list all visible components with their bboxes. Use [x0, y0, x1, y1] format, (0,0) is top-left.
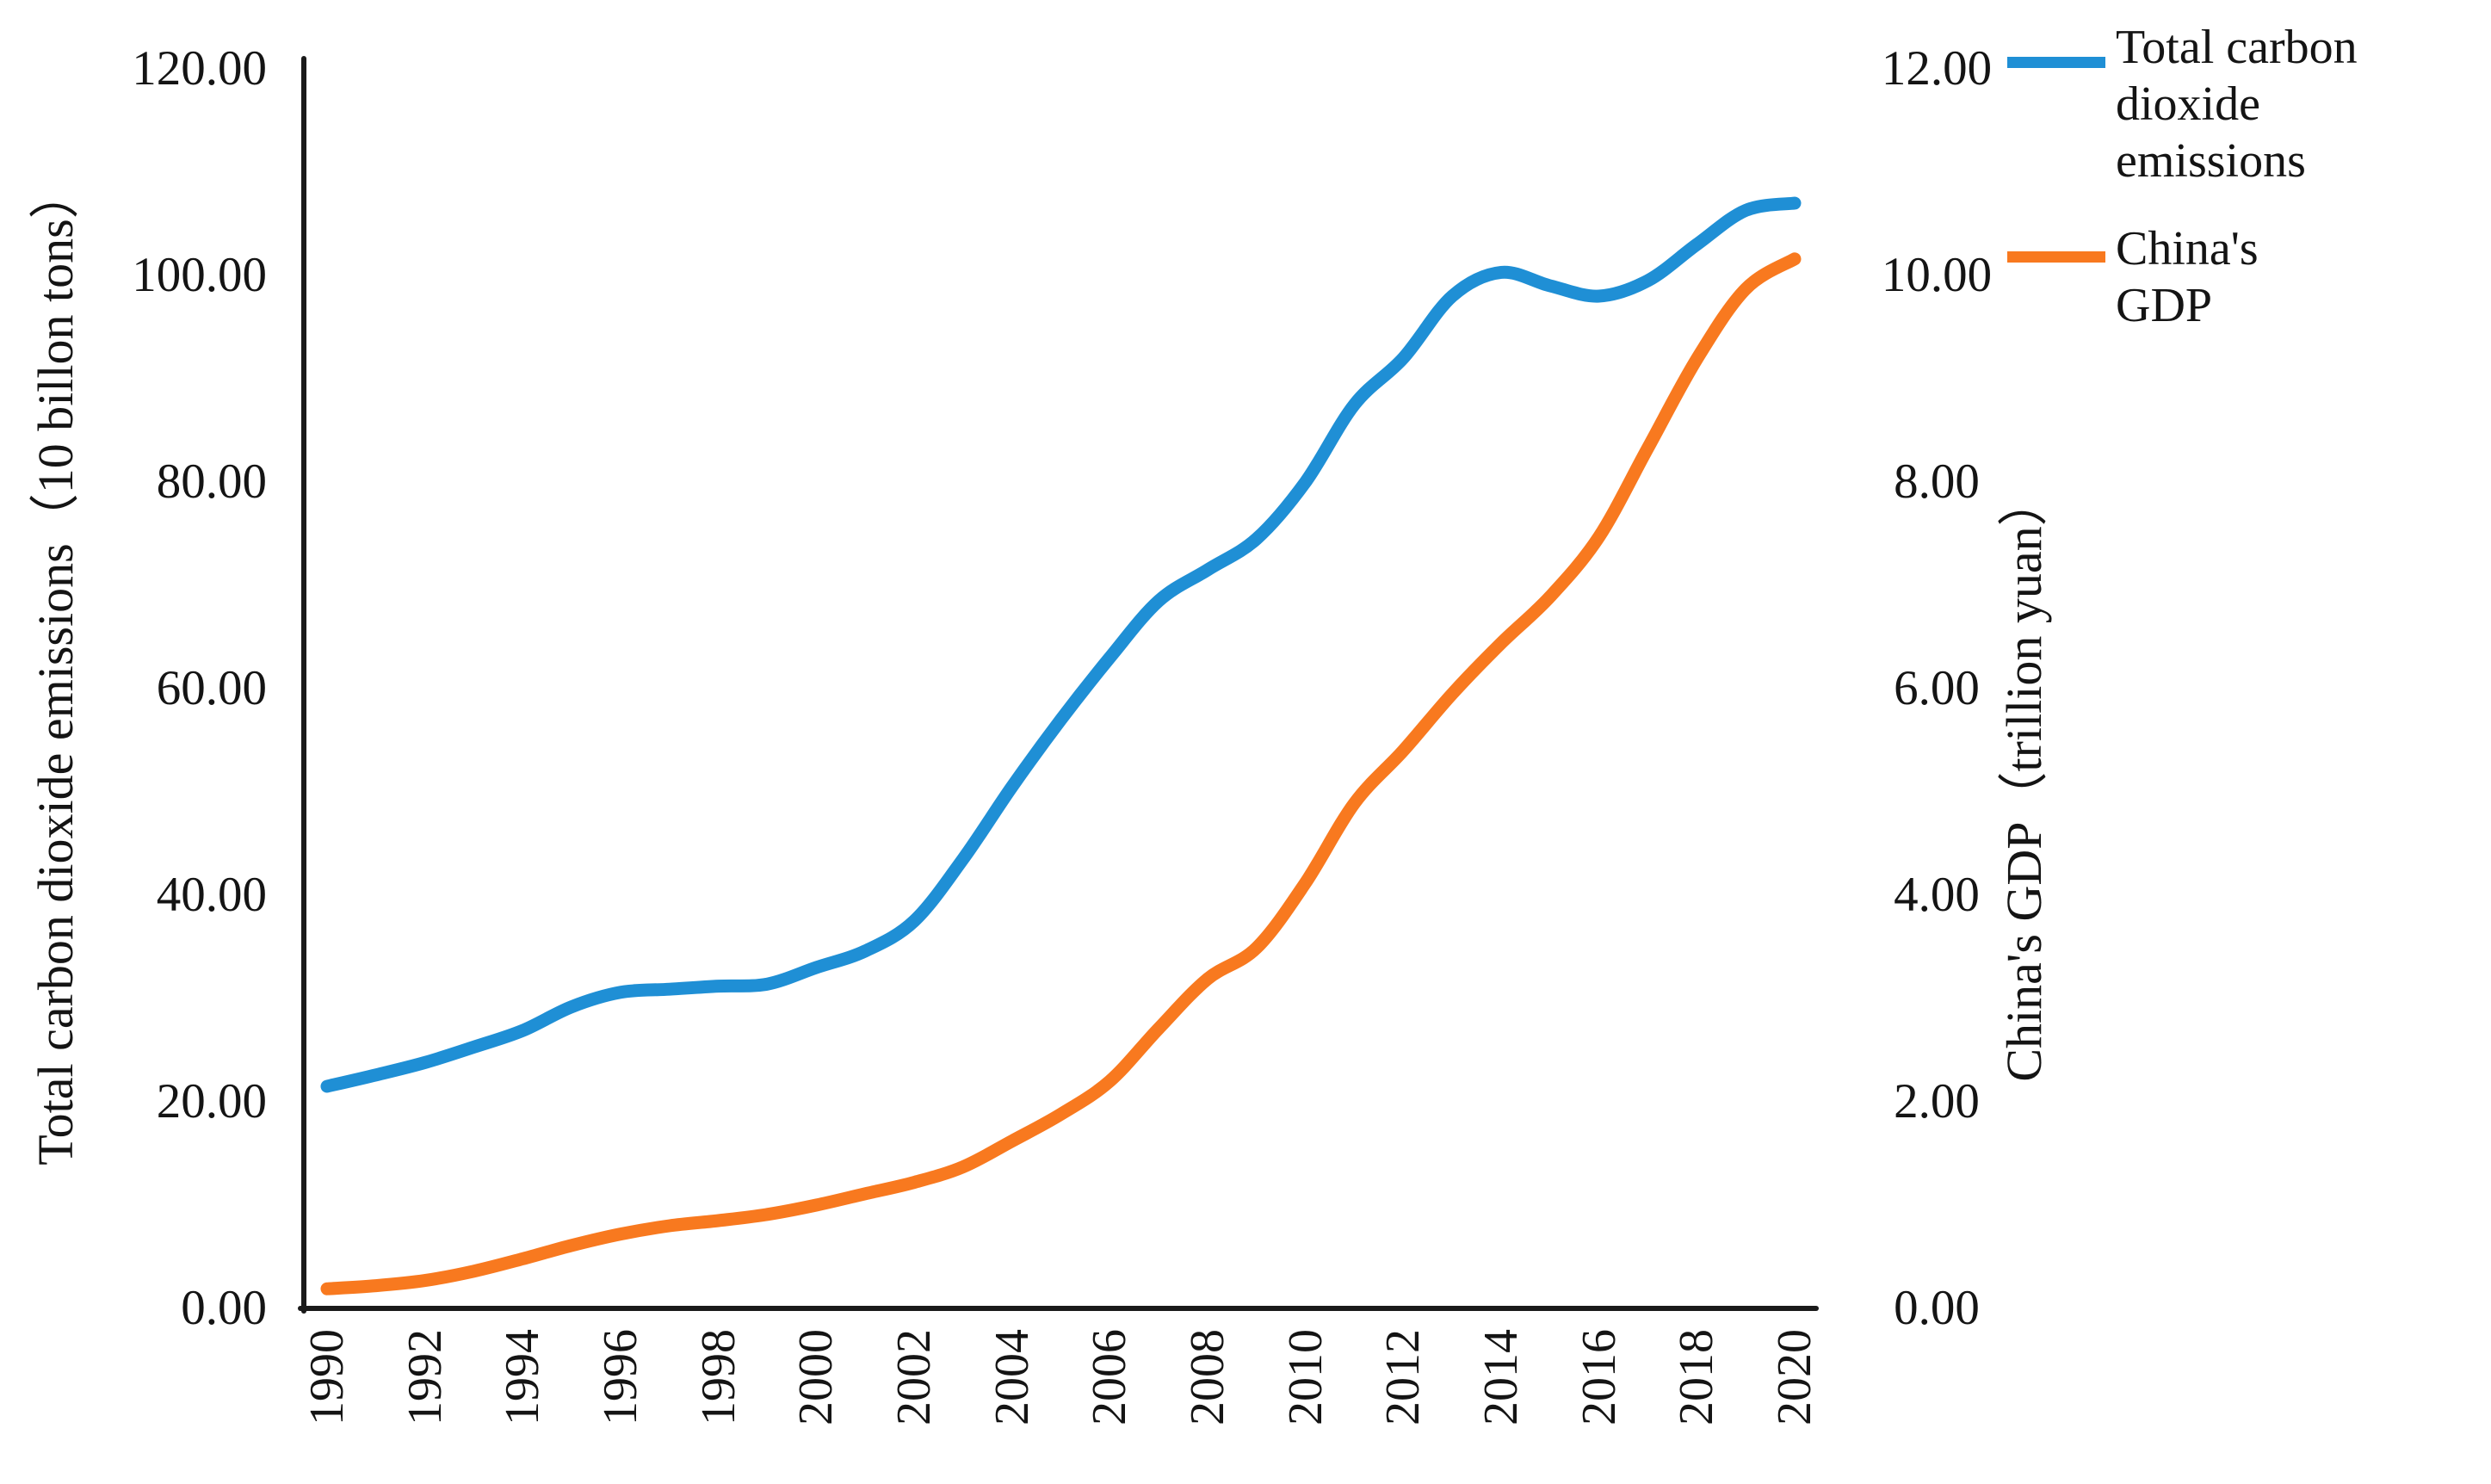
- right-axis-title: China's GDP（trillion yuan）: [1996, 476, 2052, 1082]
- left-axis-tick-label: 40.00: [156, 868, 267, 922]
- right-axis-tick-label: 12.00: [1881, 41, 1993, 96]
- x-axis-tick-label: 2002: [887, 1329, 941, 1425]
- x-axis-tick-label: 2014: [1474, 1329, 1528, 1425]
- left-axis-tick-label: 100.00: [132, 248, 267, 302]
- x-axis-tick-label: 2018: [1670, 1329, 1724, 1425]
- legend-label-co2: Total carbon dioxide emissions: [2116, 21, 2358, 188]
- x-axis-tick-label: 1990: [300, 1329, 354, 1425]
- left-axis-tick-label: 0.00: [181, 1281, 267, 1335]
- x-axis-tick-label: 2004: [985, 1329, 1039, 1425]
- left-axis-title: Total carbon dioxide emissions（10 billon…: [28, 169, 83, 1166]
- x-axis-tick-label: 2010: [1278, 1329, 1332, 1425]
- left-axis-tick-label: 80.00: [156, 454, 267, 509]
- x-axis-tick-label: 1992: [398, 1329, 452, 1425]
- legend-line-sample-gdp: [2007, 251, 2105, 263]
- co2-emissions-line: [320, 196, 1802, 1093]
- right-axis-tick-label: 10.00: [1881, 248, 1993, 302]
- left-axis-tick-label: 120.00: [132, 41, 267, 96]
- x-axis-tick-label: 2006: [1083, 1329, 1137, 1425]
- china-gdp-line: [320, 252, 1802, 1295]
- right-axis-tick-label: 4.00: [1894, 868, 1980, 922]
- left-axis-tick-label: 60.00: [156, 661, 267, 715]
- right-axis-tick-label: 6.00: [1894, 661, 1980, 715]
- x-axis-tick-label: 2012: [1376, 1329, 1431, 1425]
- x-axis-tick-label: 1994: [496, 1329, 550, 1425]
- right-axis-tick-label: 0.00: [1894, 1281, 1980, 1335]
- x-axis-tick-label: 2020: [1767, 1329, 1821, 1425]
- legend-label-gdp: China's GDP: [2116, 222, 2259, 332]
- legend-line-sample-co2: [2007, 57, 2105, 68]
- x-axis-tick-label: 2008: [1180, 1329, 1234, 1425]
- x-axis-tick-label: 1996: [593, 1329, 647, 1425]
- left-axis-tick-label: 20.00: [156, 1074, 267, 1128]
- x-axis-tick-label: 2000: [789, 1329, 844, 1425]
- x-axis-tick-label: 1998: [691, 1329, 745, 1425]
- right-axis-tick-label: 8.00: [1894, 454, 1980, 509]
- x-axis-tick-label: 2016: [1572, 1329, 1626, 1425]
- right-axis-tick-label: 2.00: [1894, 1074, 1980, 1128]
